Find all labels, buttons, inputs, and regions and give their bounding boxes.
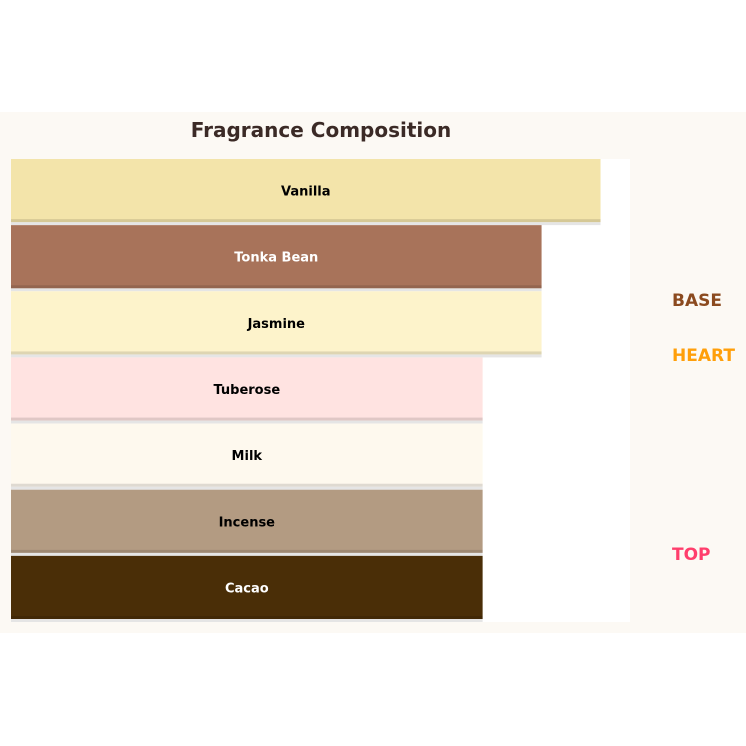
bar-edge bbox=[11, 219, 601, 223]
bar-shadow bbox=[11, 619, 483, 622]
chart-title: Fragrance Composition bbox=[190, 118, 452, 142]
bar-incense bbox=[11, 489, 483, 553]
tier-label-top: TOP bbox=[672, 545, 711, 565]
bar-vanilla bbox=[11, 159, 601, 223]
bar-tonka-bean bbox=[11, 225, 542, 289]
tier-label-base: BASE bbox=[672, 291, 722, 311]
bar-edge bbox=[11, 483, 483, 487]
bar-edge bbox=[11, 616, 483, 619]
bar-label: Incense bbox=[219, 515, 276, 530]
bar-shadow bbox=[11, 222, 601, 226]
bar-label: Tonka Bean bbox=[234, 251, 318, 266]
bar-label: Cacao bbox=[225, 581, 269, 596]
bar-label: Jasmine bbox=[247, 317, 306, 332]
bar-shadow bbox=[11, 354, 542, 358]
bar-edge bbox=[11, 285, 542, 289]
bar-tuberose bbox=[11, 357, 483, 421]
tier-label-heart: HEART bbox=[672, 346, 735, 366]
bar-shadow bbox=[11, 288, 542, 292]
bar-milk bbox=[11, 423, 483, 487]
bar-label: Milk bbox=[232, 449, 263, 464]
bar-edge bbox=[11, 417, 483, 421]
bar-edge bbox=[11, 351, 542, 355]
bar-label: Vanilla bbox=[281, 185, 331, 200]
bar-shadow bbox=[11, 420, 483, 424]
bar-jasmine bbox=[11, 291, 542, 355]
bar-label: Tuberose bbox=[213, 383, 280, 398]
bar-edge bbox=[11, 549, 483, 553]
bar-shadow bbox=[11, 486, 483, 490]
bar-cacao bbox=[11, 555, 483, 619]
bar-shadow bbox=[11, 552, 483, 556]
